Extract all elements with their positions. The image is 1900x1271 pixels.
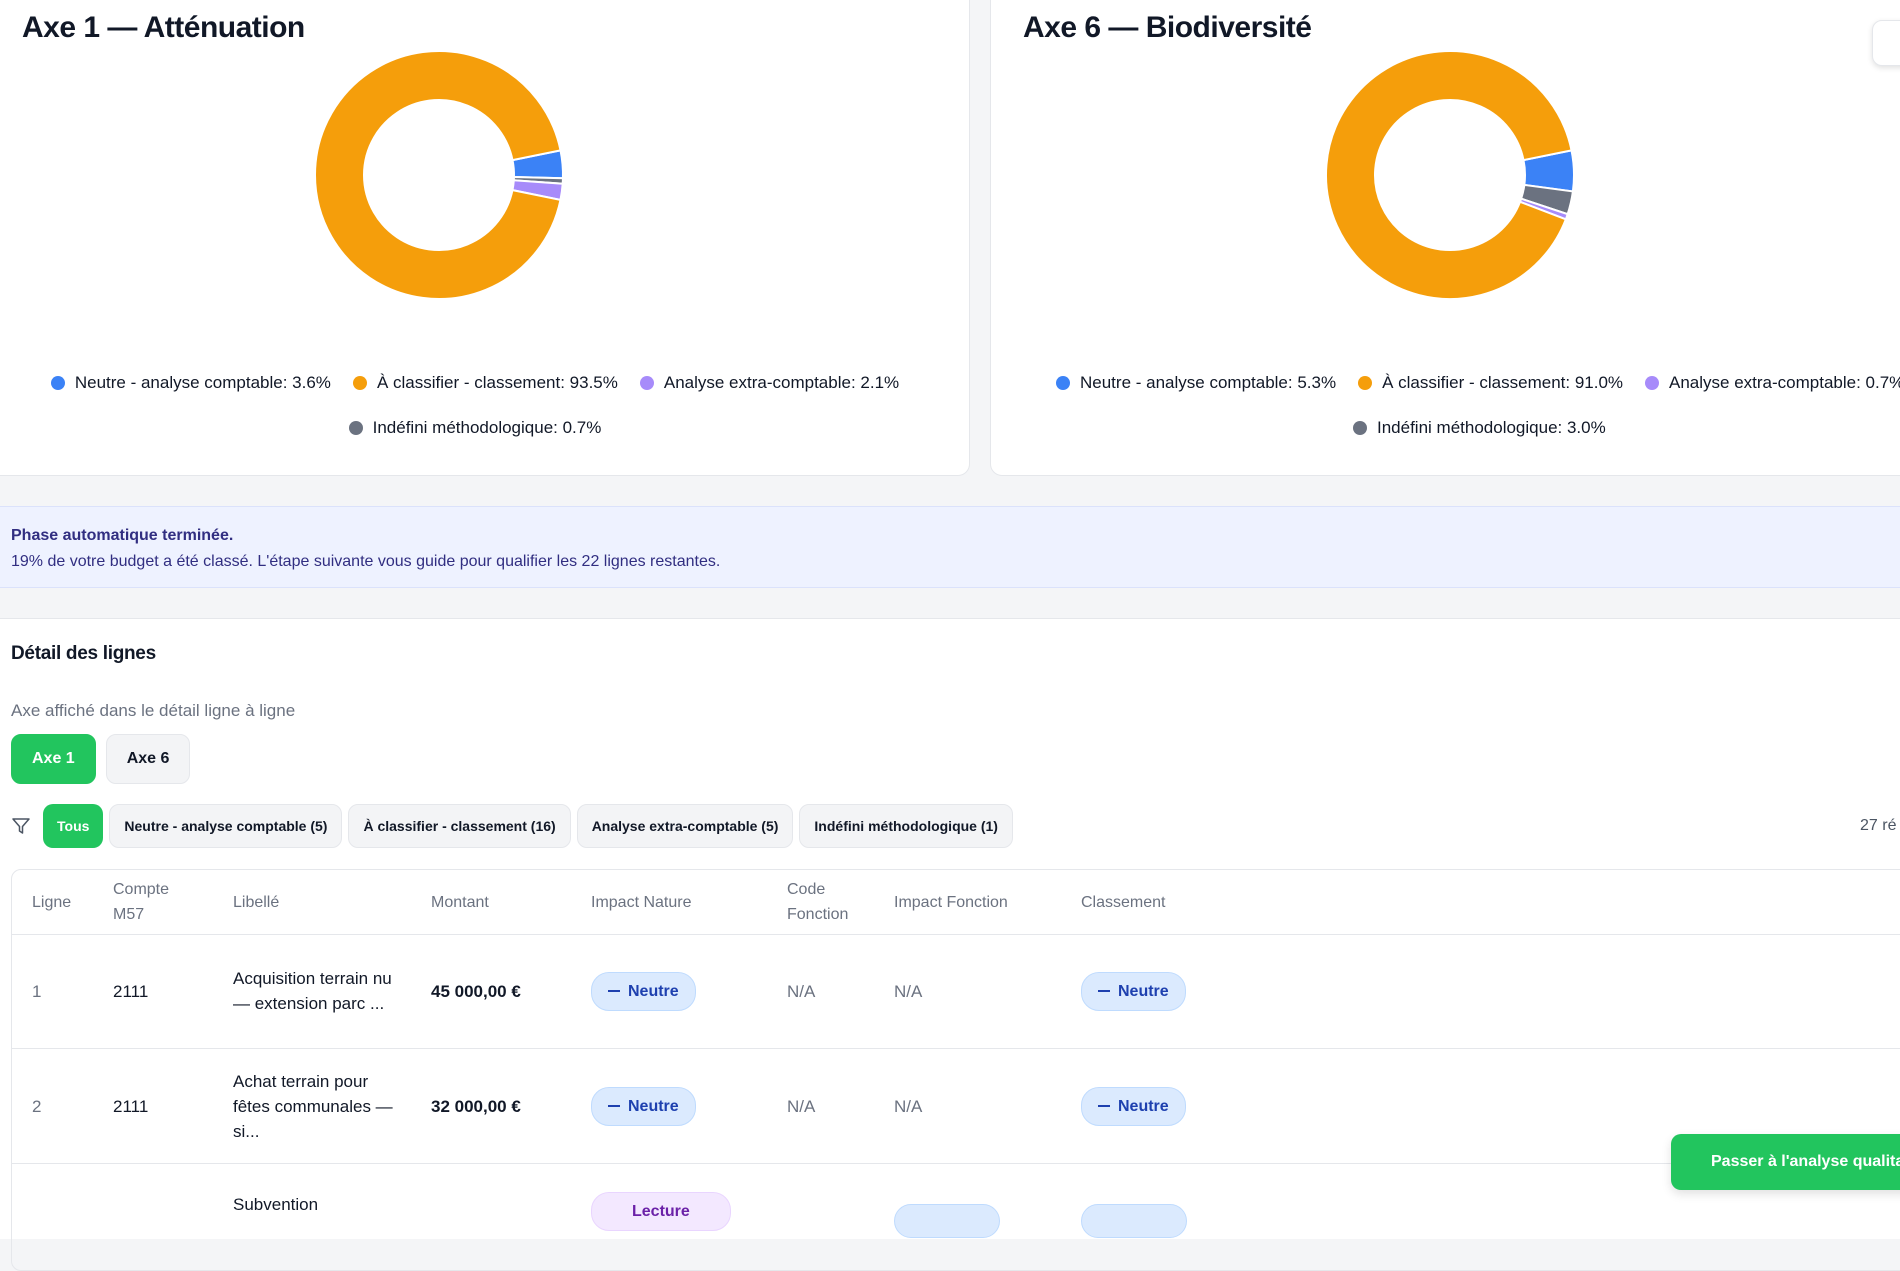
cell-compte: 2111: [113, 1096, 149, 1116]
header-code-fonction[interactable]: Code Fonction: [787, 881, 849, 923]
axis-caption: Axe affiché dans le détail ligne à ligne: [11, 701, 296, 720]
chart-title-axe6: Axe 6 — Biodiversité: [1023, 11, 1312, 44]
cell-impact-nature: Neutre: [591, 934, 696, 1048]
legend-row-axe1: Neutre - analyse comptable: 3.6% À class…: [0, 373, 969, 393]
chart-title-axe1: Axe 1 — Atténuation: [22, 11, 305, 44]
cell-libelle: Acquisition terrain nu — extension parc …: [233, 969, 392, 1013]
status-badge: Neutre: [591, 971, 696, 1011]
legend-dot-icon: [1358, 376, 1373, 390]
legend-row-axe1-2: Indéfini méthodologique: 0.7%: [0, 418, 969, 438]
header-compte[interactable]: Compte M57: [113, 881, 170, 923]
axis-toggle: Axe 1 Axe 6: [11, 734, 191, 784]
header-impact-fonction[interactable]: Impact Fonction: [894, 893, 1008, 911]
cell-ligne: 2: [32, 1096, 42, 1116]
filter-chip-neutre[interactable]: Neutre - analyse comptable (5): [109, 804, 343, 848]
cell-code-fonction: N/A: [787, 981, 816, 1001]
header-ligne[interactable]: Ligne: [32, 893, 72, 911]
legend-dot-icon: [352, 376, 367, 390]
details-section: Détail des lignes Axe affiché dans le dé…: [0, 618, 1900, 1271]
cell-impact-fonction: N/A: [894, 981, 923, 1001]
filter-chip-extra[interactable]: Analyse extra-comptable (5): [576, 804, 794, 848]
filter-chip-tous[interactable]: Tous: [43, 804, 104, 848]
legend-dot-icon: [1645, 376, 1660, 390]
cell-classement: Neutre: [1081, 1049, 1186, 1163]
header-libelle[interactable]: Libellé: [233, 893, 280, 911]
cell-montant: 32 000,00 €: [431, 1096, 521, 1116]
header-impact-nature[interactable]: Impact Nature: [591, 893, 692, 911]
legend-dot-icon: [639, 376, 654, 390]
legend-row-axe6-2: Indéfini méthodologique: 3.0%: [1353, 418, 1900, 438]
cell-impact-fonction: [894, 1164, 1000, 1270]
table-row[interactable]: 1 2111 Acquisition terrain nu — extensio…: [12, 934, 1900, 1049]
filter-chip-a-classifier[interactable]: À classifier - classement (16): [348, 804, 571, 848]
next-step-button[interactable]: Passer à l'analyse qualita: [1671, 1134, 1900, 1190]
table-header: Ligne Compte M57 Libellé Montant Impact …: [12, 870, 1900, 935]
donut-chart-axe1: [314, 50, 564, 300]
header-montant[interactable]: Montant: [431, 893, 489, 911]
slice-a-classifier[interactable]: [1325, 50, 1573, 300]
cell-classement: [1081, 1164, 1187, 1270]
cell-libelle: Achat terrain pour fêtes communales — si…: [233, 1071, 393, 1141]
legend-item-a-classifier[interactable]: À classifier - classement: 93.5%: [352, 373, 618, 393]
status-badge: [894, 1204, 1000, 1238]
slice-a-classifier[interactable]: [314, 50, 562, 300]
cell-impact-fonction: N/A: [894, 1096, 923, 1116]
legend-item-neutre[interactable]: Neutre - analyse comptable: 5.3%: [1056, 373, 1336, 393]
dash-icon: [1098, 1105, 1110, 1107]
legend-item-extra[interactable]: Analyse extra-comptable: 2.1%: [639, 373, 899, 393]
axis-button-axe1[interactable]: Axe 1: [11, 734, 96, 784]
status-badge: Neutre: [1081, 1086, 1186, 1126]
dash-icon: [608, 990, 620, 992]
banner-text: 19% de votre budget a été classé. L'étap…: [11, 553, 721, 570]
section-title: Détail des lignes: [11, 643, 156, 664]
filter-bar: Tous Neutre - analyse comptable (5) À cl…: [11, 804, 1013, 848]
lines-table: Ligne Compte M57 Libellé Montant Impact …: [11, 869, 1900, 1271]
legend-item-indefini[interactable]: Indéfini méthodologique: 3.0%: [1353, 418, 1606, 438]
legend-dot-icon: [50, 376, 65, 390]
status-badge: [1081, 1204, 1187, 1238]
cell-impact-nature: Lecture: [591, 1164, 731, 1270]
legend-dot-icon: [1353, 421, 1367, 435]
legend-dot-icon: [1056, 376, 1070, 390]
status-badge: Lecture: [591, 1192, 731, 1231]
cell-code-fonction: N/A: [787, 1096, 816, 1116]
cell-impact-nature: Neutre: [591, 1049, 696, 1163]
floating-tool-button[interactable]: [1872, 20, 1900, 66]
cell-libelle: Subvention: [233, 1195, 319, 1214]
legend-item-a-classifier[interactable]: À classifier - classement: 91.0%: [1358, 373, 1623, 393]
legend-row-axe6: Neutre - analyse comptable: 5.3% À class…: [1056, 373, 1900, 393]
table-row[interactable]: 2 2111 Achat terrain pour fêtes communal…: [12, 1049, 1900, 1164]
chart-card-axe1: Axe 1 — Atténuation Neutre - analyse com…: [0, 0, 970, 476]
filter-icon[interactable]: [11, 816, 31, 836]
header-classement[interactable]: Classement: [1081, 893, 1166, 911]
filter-chip-indefini[interactable]: Indéfini méthodologique (1): [799, 804, 1013, 848]
legend-dot-icon: [348, 421, 363, 435]
chart-card-axe6: Axe 6 — Biodiversité Neutre - analyse co…: [990, 0, 1900, 476]
axis-button-axe6[interactable]: Axe 6: [105, 734, 191, 784]
cell-montant: 45 000,00 €: [431, 981, 521, 1001]
donut-chart-axe6: [1325, 50, 1575, 300]
results-count: 27 ré: [1860, 817, 1897, 834]
dash-icon: [1098, 990, 1110, 992]
cell-classement: Neutre: [1081, 934, 1186, 1048]
legend-item-extra[interactable]: Analyse extra-comptable: 0.7%: [1645, 373, 1900, 393]
banner-title: Phase automatique terminée.: [11, 527, 234, 544]
cell-ligne: 1: [32, 981, 42, 1001]
status-badge: Neutre: [591, 1086, 696, 1126]
info-banner: Phase automatique terminée. 19% de votre…: [0, 506, 1900, 588]
legend-item-indefini[interactable]: Indéfini méthodologique: 0.7%: [348, 418, 601, 438]
cell-compte: 2111: [113, 981, 149, 1001]
dash-icon: [608, 1105, 620, 1107]
legend-item-neutre[interactable]: Neutre - analyse comptable: 3.6%: [50, 373, 331, 393]
table-row[interactable]: Subvention Lecture: [12, 1164, 1900, 1270]
status-badge: Neutre: [1081, 971, 1186, 1011]
